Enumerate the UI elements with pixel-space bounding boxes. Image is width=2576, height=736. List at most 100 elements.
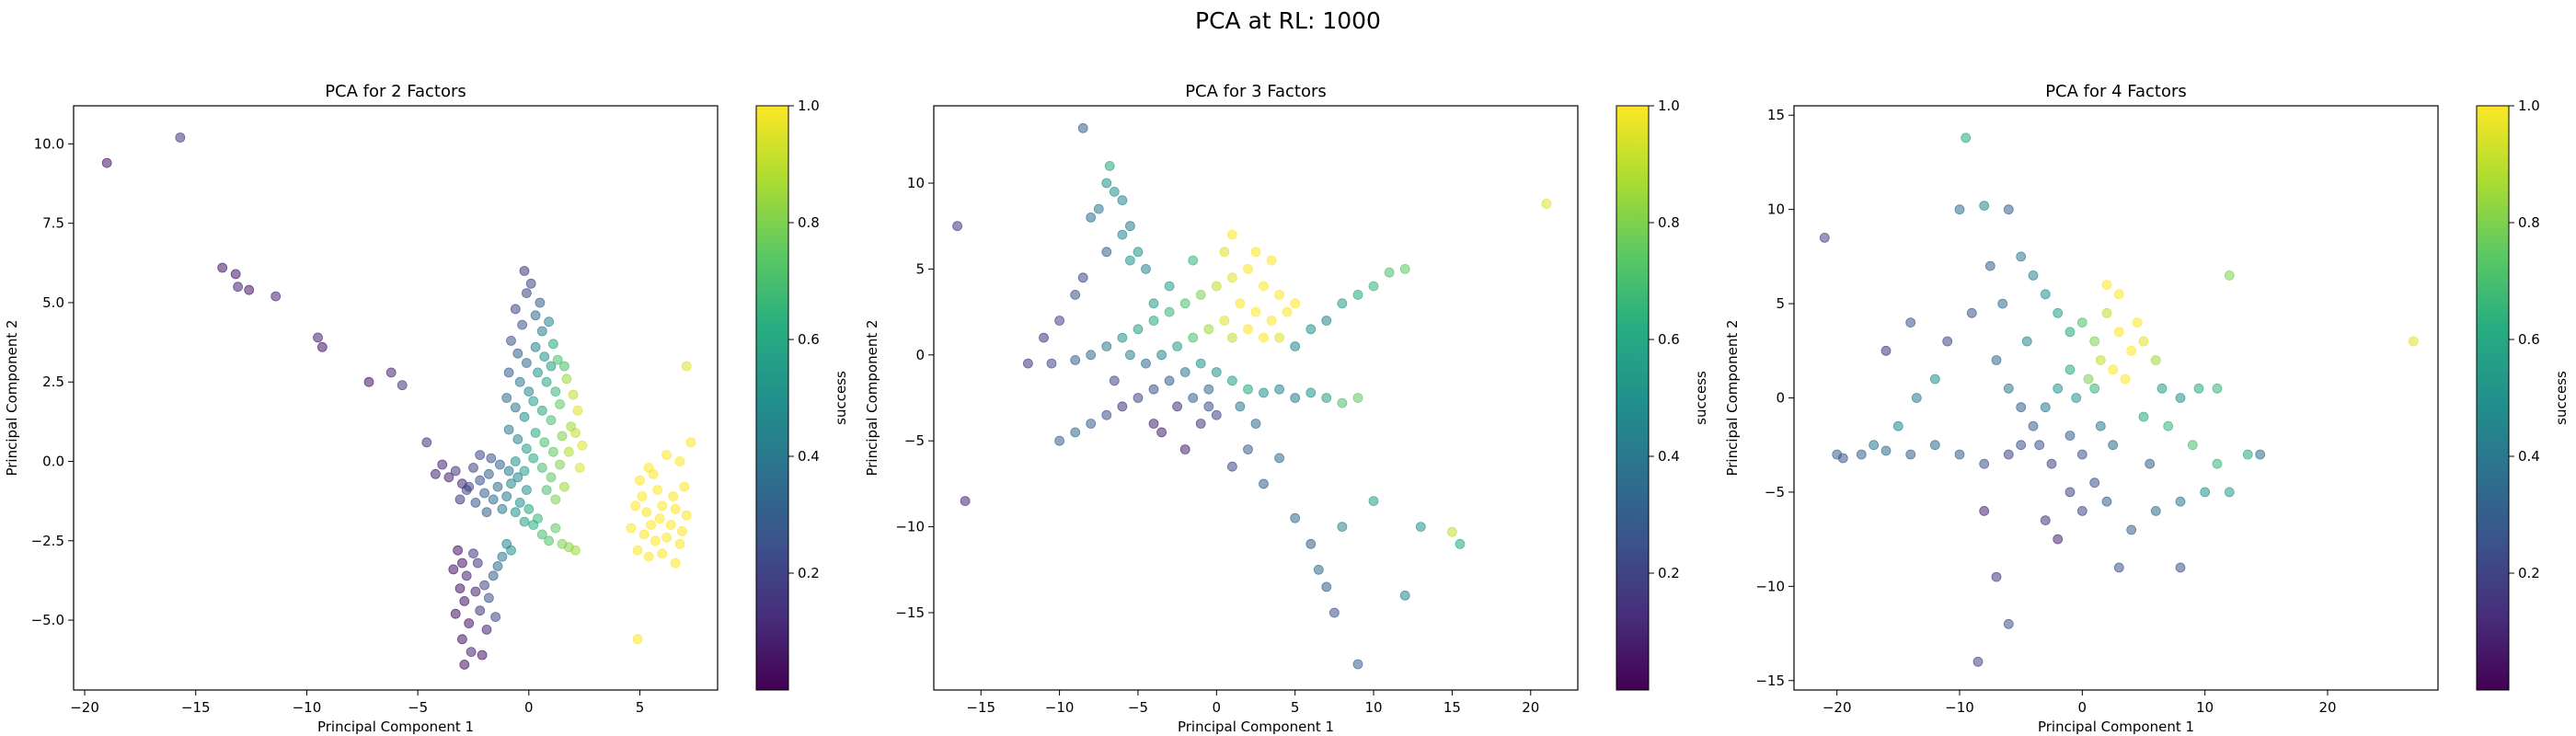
scatter-point: [1305, 324, 1317, 335]
scatter-point: [548, 339, 558, 350]
x-tick-label: −5: [1128, 699, 1148, 716]
scatter-point: [454, 494, 466, 505]
scatter-point: [506, 478, 516, 489]
scatter-point: [2089, 383, 2100, 394]
scatter-point: [437, 459, 448, 470]
scatter-point: [528, 453, 539, 464]
scatter-point: [2120, 374, 2131, 385]
x-tick-label: 0: [2078, 699, 2087, 716]
scatter-point: [1984, 260, 1995, 271]
scatter-point: [514, 498, 525, 508]
scatter-point: [495, 459, 505, 470]
y-tick-label: 10.0: [34, 135, 64, 152]
scatter-point: [448, 564, 459, 575]
scatter-point: [2224, 487, 2235, 498]
scatter-point: [461, 485, 472, 495]
scatter-point: [1274, 453, 1284, 464]
scatter-point: [1046, 358, 1057, 369]
scatter-point: [2113, 289, 2124, 300]
y-tick-label: −10: [895, 519, 925, 535]
scatter-point: [670, 558, 681, 569]
scatter-point: [2193, 383, 2204, 394]
scatter-point: [552, 354, 563, 365]
scatter-point: [632, 545, 643, 556]
scatter-point: [1093, 203, 1104, 214]
scatter-point: [1125, 255, 1135, 266]
y-axis-label: Principal Component 2: [1724, 319, 1741, 476]
scatter-point: [503, 367, 514, 378]
scatter-point: [1195, 358, 1206, 369]
scatter-point: [488, 570, 499, 581]
scatter-point: [522, 485, 532, 495]
scatter-point: [1148, 316, 1159, 326]
scatter-point: [1259, 387, 1269, 398]
scatter-point: [1290, 341, 1301, 351]
scatter-point: [1243, 263, 1253, 274]
scatter-point: [641, 507, 652, 518]
scatter-point: [679, 481, 690, 492]
scatter-point: [2064, 327, 2076, 338]
scatter-point: [1243, 324, 1253, 335]
scatter-point: [2150, 506, 2161, 516]
scatter-point: [530, 341, 541, 352]
scatter-point: [2053, 307, 2064, 318]
scatter-point: [1352, 659, 1363, 670]
scatter-point: [1892, 420, 1903, 431]
y-tick-label: 2.5: [42, 374, 64, 390]
scatter-point: [2224, 270, 2235, 281]
scatter-point: [1203, 324, 1214, 335]
scatter-point: [1290, 393, 1301, 403]
scatter-point: [397, 380, 408, 391]
scatter-point: [1133, 247, 1144, 258]
scatter-point: [175, 132, 186, 143]
scatter-point: [510, 304, 521, 315]
scatter-point: [550, 386, 561, 397]
scatter-point: [466, 647, 477, 657]
scatter-point: [657, 500, 668, 512]
colorbar-tick-label: 0.4: [2518, 448, 2540, 465]
y-tick-label: −5: [1765, 484, 1785, 500]
scatter-point: [503, 466, 514, 477]
scatter-point: [2095, 420, 2106, 431]
scatter-point: [1282, 306, 1293, 317]
scatter-point: [421, 437, 432, 448]
x-tick-label: −10: [1045, 699, 1075, 716]
scatter-point: [450, 466, 461, 477]
scatter-point: [2040, 402, 2051, 413]
scatter-point: [1966, 307, 1977, 318]
scatter-point: [468, 462, 478, 473]
scatter-point: [1250, 419, 1261, 429]
colorbar-tick-label: 0.8: [2518, 214, 2540, 231]
scatter-point: [510, 456, 521, 466]
scatter-point: [1991, 355, 2002, 365]
scatter-point: [1101, 341, 1112, 351]
scatter-point: [1819, 232, 1830, 243]
scatter-point: [632, 634, 643, 645]
scatter-point: [648, 468, 659, 479]
scatter-point: [1235, 298, 1246, 309]
scatter-point: [1086, 212, 1097, 223]
scatter-point: [681, 361, 692, 372]
scatter-point: [492, 481, 503, 492]
colorbar-label: success: [2553, 371, 2570, 425]
scatter-point: [1179, 367, 1190, 377]
scatter-point: [530, 310, 541, 321]
scatter-point: [1399, 590, 1410, 601]
colorbar-tick-label: 1.0: [798, 98, 820, 114]
scatter-point: [570, 428, 581, 438]
scatter-point: [2138, 411, 2149, 422]
scatter-point: [1259, 281, 1269, 292]
scatter-point: [244, 284, 255, 295]
scatter-point: [1077, 122, 1088, 133]
scatter-point: [1133, 324, 1144, 335]
scatter-point: [470, 586, 481, 597]
scatter-point: [1211, 281, 1222, 292]
scatter-point: [1101, 409, 1112, 420]
scatter-point: [572, 405, 583, 416]
colorbar-tick-label: 0.4: [1658, 448, 1680, 465]
scatter-point: [430, 468, 441, 479]
scatter-point: [1133, 393, 1144, 403]
scatter-point: [468, 548, 478, 558]
scatter-point: [2064, 487, 2076, 498]
scatter-point: [2053, 534, 2064, 545]
